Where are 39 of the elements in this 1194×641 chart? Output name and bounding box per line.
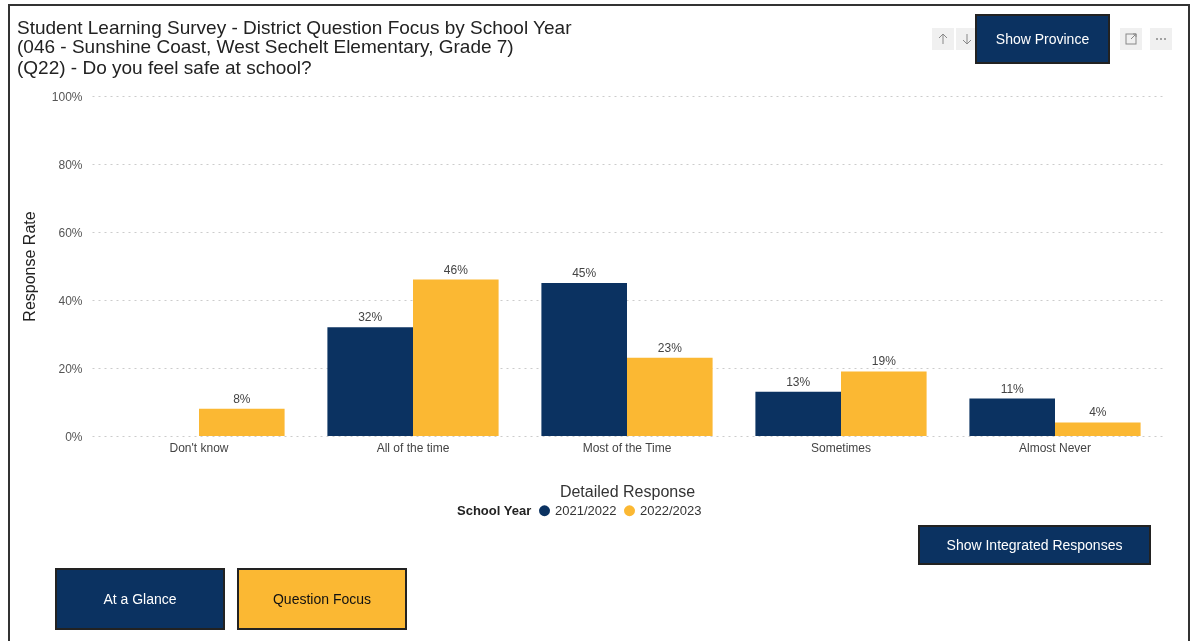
y-tick-label: 40% xyxy=(58,293,83,308)
legend-label: 2022/2023 xyxy=(640,502,702,518)
x-tick-label: Most of the Time xyxy=(582,440,672,455)
chart-title: Student Learning Survey - District Question Focus by School Year xyxy=(17,17,573,38)
bar xyxy=(327,327,413,436)
y-tick-label: 80% xyxy=(58,157,83,172)
data-label: 32% xyxy=(358,310,383,325)
data-label: 46% xyxy=(443,262,469,277)
legend-label: 2021/2022 xyxy=(555,502,617,518)
data-label: 23% xyxy=(657,340,683,355)
y-tick-label: 60% xyxy=(58,225,83,240)
text: Show Province xyxy=(975,14,1110,64)
data-label: 8% xyxy=(233,391,251,406)
bar xyxy=(541,283,627,436)
y-tick-label: 100% xyxy=(51,89,83,104)
x-tick-label: Don't know xyxy=(169,440,229,455)
x-tick-label: All of the time xyxy=(376,440,450,455)
y-tick-label: 20% xyxy=(58,361,83,376)
bar xyxy=(969,398,1055,436)
legend-title: School Year xyxy=(457,503,532,518)
x-axis-title: Detailed Response xyxy=(559,482,696,500)
data-label: 19% xyxy=(871,354,897,369)
y-tick-label: 0% xyxy=(65,429,83,444)
data-label: 11% xyxy=(1000,381,1025,396)
data-label: 4% xyxy=(1089,405,1107,420)
text: Show Integrated Responses xyxy=(918,525,1151,565)
bar xyxy=(627,357,713,436)
bar xyxy=(413,279,499,436)
text: At a Glance xyxy=(55,568,225,630)
data-label: 13% xyxy=(786,374,811,389)
data-label: 45% xyxy=(572,266,597,280)
y-axis-title: Response Rate xyxy=(20,211,38,322)
bar xyxy=(1055,422,1141,436)
bar xyxy=(841,371,927,436)
x-tick-label: Sometimes xyxy=(810,440,872,455)
bar xyxy=(199,408,285,436)
text: Question Focus xyxy=(237,568,407,630)
x-tick-label: Almost Never xyxy=(1018,440,1092,455)
bar xyxy=(755,391,841,436)
